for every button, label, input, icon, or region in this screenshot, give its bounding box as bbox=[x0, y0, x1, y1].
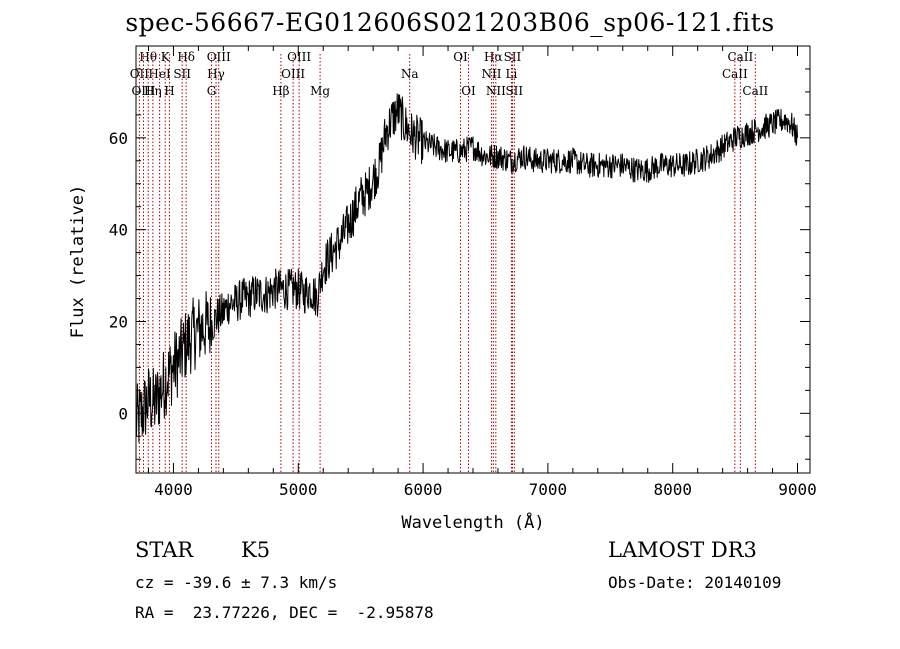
line-label: OIII bbox=[207, 50, 231, 64]
line-label: NII bbox=[481, 67, 501, 81]
line-label: Hβ bbox=[272, 84, 289, 98]
chart-title: spec-56667-EG012606S021203B06_sp06-121.f… bbox=[125, 8, 775, 37]
line-label: HeI bbox=[148, 67, 171, 81]
redshift-cz: cz = -39.6 ± 7.3 km/s bbox=[135, 573, 338, 592]
y-tick-label: 20 bbox=[109, 312, 128, 331]
spectrum-line bbox=[135, 93, 798, 443]
axis-ticks-group: 4000 5000 6000 7000 8000 9000 0 20 40 60 bbox=[109, 46, 817, 499]
line-label: Li bbox=[506, 67, 518, 81]
x-tick-label: 6000 bbox=[404, 480, 443, 499]
object-class: STAR bbox=[135, 538, 194, 562]
line-label: SII bbox=[504, 50, 522, 64]
line-label: CaII bbox=[727, 50, 753, 64]
line-label: OI bbox=[461, 84, 476, 98]
line-label: OIII bbox=[281, 67, 305, 81]
line-label: Mg bbox=[310, 84, 330, 98]
line-label: Hγ bbox=[207, 67, 225, 81]
x-tick-label: 7000 bbox=[529, 480, 568, 499]
survey-name: LAMOST DR3 bbox=[608, 538, 757, 562]
line-label: CaII bbox=[742, 84, 768, 98]
line-label: H bbox=[164, 84, 174, 98]
line-label: Na bbox=[401, 67, 419, 81]
y-tick-label: 60 bbox=[109, 129, 128, 148]
x-tick-label: 5000 bbox=[279, 480, 318, 499]
x-tick-label: 9000 bbox=[778, 480, 817, 499]
emission-lines-group: Hθ OII OIII K HeI Hη SII H Hδ OIII Hγ G Hβ OIII OIII Mg… bbox=[130, 50, 768, 473]
line-label: SII bbox=[173, 67, 191, 81]
line-label: NII bbox=[486, 84, 506, 98]
x-tick-label: 4000 bbox=[154, 480, 193, 499]
line-label: Hθ bbox=[139, 50, 157, 64]
line-label: OII bbox=[130, 67, 150, 81]
spectrum-group bbox=[135, 93, 798, 443]
object-subclass: K5 bbox=[241, 538, 271, 562]
x-tick-label: 8000 bbox=[653, 480, 692, 499]
plot-frame bbox=[135, 45, 811, 474]
line-label: OIII bbox=[287, 50, 311, 64]
ra-dec: RA = 23.77226, DEC = -2.95878 bbox=[135, 603, 434, 622]
obs-date: Obs-Date: 20140109 bbox=[608, 573, 782, 592]
line-label: OIII bbox=[131, 84, 155, 98]
y-tick-label: 0 bbox=[118, 404, 128, 423]
y-axis-label: Flux (relative) bbox=[68, 185, 88, 339]
line-label: OI bbox=[453, 50, 468, 64]
y-tick-label: 40 bbox=[109, 221, 128, 240]
x-axis-label: Wavelength (Å) bbox=[401, 511, 544, 533]
line-label: Hδ bbox=[177, 50, 195, 64]
line-label: K bbox=[161, 50, 171, 64]
line-label: Hα bbox=[484, 50, 503, 64]
line-label: SII bbox=[505, 84, 523, 98]
line-label: G bbox=[207, 84, 217, 98]
line-label: Hη bbox=[144, 84, 162, 98]
line-label: CaII bbox=[722, 67, 748, 81]
